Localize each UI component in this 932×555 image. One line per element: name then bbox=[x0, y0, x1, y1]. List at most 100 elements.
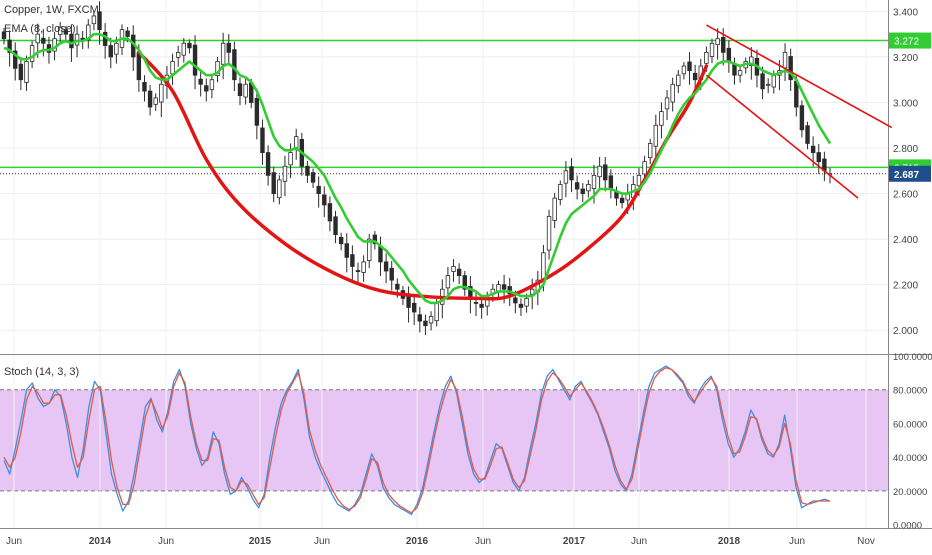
stochastic-lines bbox=[3, 365, 831, 516]
candle-body bbox=[277, 179, 282, 199]
candle-body bbox=[305, 165, 310, 176]
resistance-badge bbox=[889, 32, 931, 49]
candle-body bbox=[108, 45, 113, 58]
candle-body bbox=[260, 127, 265, 153]
candle-body bbox=[91, 15, 97, 25]
candle-body bbox=[597, 165, 602, 178]
candle-body bbox=[647, 143, 653, 158]
cup-curve[interactable] bbox=[137, 50, 709, 301]
price-tick-label: 3.000 bbox=[893, 98, 918, 109]
candle-body bbox=[361, 261, 366, 273]
ema-legend[interactable]: EMA (8, close) bbox=[4, 23, 76, 35]
candle-body bbox=[721, 36, 726, 53]
candle-body bbox=[765, 83, 771, 86]
candle-body bbox=[558, 184, 563, 200]
time-tick-label: 2014 bbox=[89, 536, 112, 547]
candle-body bbox=[771, 74, 777, 88]
candle-body bbox=[473, 302, 479, 304]
candle-body bbox=[18, 63, 24, 81]
candle-body bbox=[232, 49, 237, 81]
candle-body bbox=[782, 51, 788, 69]
candle-body bbox=[226, 42, 231, 53]
candle-body bbox=[636, 174, 642, 187]
candle-body bbox=[524, 297, 529, 307]
candle-body bbox=[749, 56, 754, 66]
candle-body bbox=[350, 254, 355, 267]
time-tick-label: Jun bbox=[158, 536, 174, 547]
candle-body bbox=[726, 47, 732, 62]
candle-body bbox=[383, 261, 389, 272]
price-tick-label: 2.600 bbox=[893, 190, 918, 201]
candle-body bbox=[204, 85, 209, 92]
candle-body bbox=[428, 316, 434, 324]
candle-body bbox=[423, 320, 428, 327]
time-tick-label: Jun bbox=[631, 536, 647, 547]
time-tick-label: Jun bbox=[314, 536, 330, 547]
candle-body bbox=[114, 42, 119, 55]
time-axis[interactable]: Jun 2014 Jun 2015 Jun 2016 Jun 2017 Jun 2018 Jun No… bbox=[6, 536, 875, 547]
stoch-legend[interactable]: Stoch (14, 3, 3) bbox=[4, 366, 80, 378]
candle-body bbox=[619, 197, 625, 204]
candle-body bbox=[586, 184, 591, 192]
candle-body bbox=[676, 74, 681, 87]
price-tick-label: 2.000 bbox=[893, 326, 918, 337]
candle-body bbox=[288, 152, 293, 166]
chart-title: Copper, 1W, FXCM bbox=[4, 4, 99, 16]
candle-body bbox=[659, 111, 664, 126]
price-tick-label: 2.400 bbox=[893, 235, 918, 246]
candle-body bbox=[215, 61, 220, 77]
price-tick-label: 3.200 bbox=[893, 53, 918, 64]
candle-body bbox=[709, 42, 715, 57]
candle-body bbox=[664, 97, 670, 110]
ema-line bbox=[3, 32, 832, 305]
candle-body bbox=[799, 105, 805, 131]
candle-body bbox=[271, 172, 276, 194]
candle-body bbox=[97, 11, 102, 31]
candle-body bbox=[35, 33, 40, 44]
ema-path bbox=[3, 32, 832, 305]
channel-lines[interactable] bbox=[705, 24, 893, 199]
candle-body bbox=[372, 234, 378, 245]
candle-body bbox=[282, 165, 288, 182]
candle-body bbox=[810, 145, 816, 153]
candle-body bbox=[788, 56, 793, 81]
candle-body bbox=[574, 182, 580, 190]
candle-body bbox=[569, 166, 574, 181]
time-tick-label: Jun bbox=[475, 536, 491, 547]
candle-body bbox=[653, 124, 659, 147]
candle-body bbox=[1, 31, 7, 40]
candle-body bbox=[456, 268, 462, 276]
candle-body bbox=[322, 194, 327, 206]
candle-body bbox=[41, 37, 46, 44]
candle-body bbox=[541, 252, 546, 281]
candle-body bbox=[24, 61, 29, 83]
candle-body bbox=[254, 97, 260, 126]
candle-body bbox=[181, 42, 187, 56]
candle-body bbox=[175, 51, 181, 58]
stoch-tick-label: 100.0000 bbox=[893, 352, 932, 363]
candle-body bbox=[681, 65, 687, 75]
candle-body bbox=[687, 61, 692, 71]
stoch-d-line bbox=[3, 367, 830, 514]
candle-body bbox=[737, 70, 743, 76]
candle-body bbox=[411, 302, 417, 313]
last-price-badge bbox=[889, 165, 931, 182]
candle-body bbox=[378, 246, 383, 263]
candle-body bbox=[816, 152, 821, 163]
candle-body bbox=[501, 284, 507, 290]
candle-body bbox=[760, 73, 765, 90]
time-tick-label: Jun bbox=[6, 536, 22, 547]
price-axis[interactable]: 3.400 3.200 3.000 2.800 2.600 2.400 2.200 2.000 bbox=[893, 7, 918, 337]
candle-body bbox=[29, 45, 35, 62]
candle-body bbox=[338, 236, 344, 245]
candle-body bbox=[552, 197, 557, 221]
candle-body bbox=[316, 185, 321, 194]
candle-body bbox=[692, 72, 698, 81]
price-tick-label: 3.400 bbox=[893, 7, 918, 18]
stoch-axis[interactable]: 100.0000 80.0000 60.0000 40.0000 20.0000 0.00… bbox=[893, 352, 932, 532]
stoch-tick-label: 0.0000 bbox=[893, 521, 922, 532]
candle-body bbox=[192, 44, 198, 76]
